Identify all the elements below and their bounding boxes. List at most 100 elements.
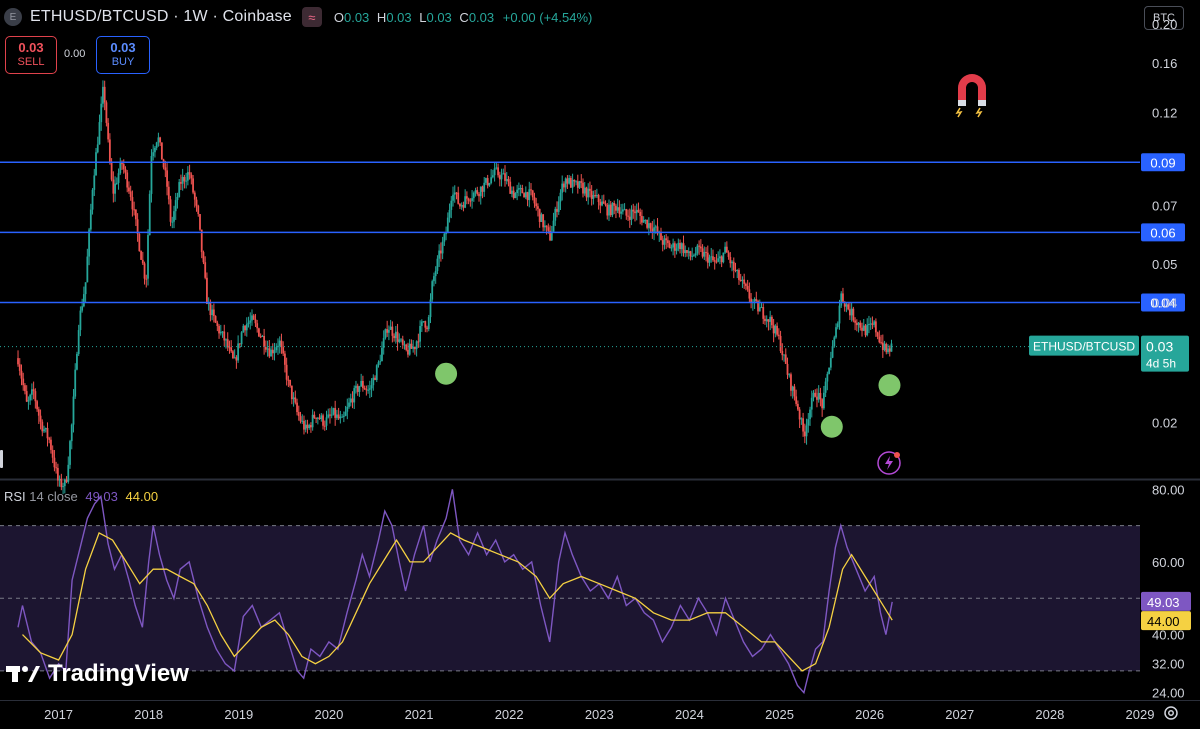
candle-body — [717, 258, 720, 262]
candle-body — [580, 181, 583, 183]
candle-body — [843, 301, 846, 307]
magnet-icon — [955, 74, 986, 118]
candle-body — [103, 86, 106, 103]
candle-body — [386, 329, 389, 333]
candle-body — [287, 379, 290, 381]
gear-icon[interactable] — [1162, 704, 1180, 722]
candle-body — [817, 392, 820, 400]
candle-body — [871, 323, 874, 325]
candle-body — [434, 270, 437, 277]
candle-body — [412, 346, 415, 349]
candle-body — [874, 321, 877, 333]
candle-body — [524, 192, 527, 198]
candle-body — [753, 299, 756, 302]
candle-body — [211, 309, 214, 316]
candle-body — [615, 205, 617, 211]
candle-body — [330, 414, 333, 416]
candle-body — [294, 397, 297, 403]
candle-body — [719, 256, 721, 259]
candle-body — [864, 325, 867, 336]
candle-body — [876, 332, 879, 337]
candle-body — [771, 316, 773, 326]
candle-body — [578, 181, 581, 188]
candle-body — [107, 122, 110, 140]
time-axis-tick-4: 2021 — [405, 707, 434, 722]
candle-body — [271, 349, 274, 354]
candle-body — [781, 351, 784, 356]
candle-body — [264, 346, 267, 350]
candle-body — [91, 189, 94, 210]
candle-body — [663, 238, 666, 245]
candle-body — [866, 324, 869, 336]
candle-body — [485, 178, 487, 183]
candle-body — [209, 302, 212, 316]
candle-body — [887, 348, 889, 353]
currency-button[interactable]: BTC — [1144, 6, 1184, 30]
candle-body — [413, 346, 416, 350]
candle-body — [670, 247, 673, 249]
rsi-legend[interactable]: RSI 14 close 49.03 44.00 — [4, 489, 158, 504]
candle-body — [500, 174, 503, 180]
candle-body — [150, 156, 153, 194]
candle-body — [100, 103, 103, 123]
candle-body — [77, 330, 80, 354]
candle-body — [727, 252, 730, 257]
candle-body — [192, 178, 194, 193]
candle-body — [809, 409, 811, 420]
candle-body — [746, 285, 749, 290]
candle-body — [221, 331, 224, 333]
candle-body — [398, 339, 401, 342]
candle-body — [431, 281, 434, 300]
pane-scroll-handle — [0, 450, 3, 468]
candle-body — [847, 304, 850, 310]
candle-body — [824, 381, 827, 393]
time-axis-tick-11: 2028 — [1035, 707, 1064, 722]
candle-body — [476, 190, 479, 195]
candle-body — [382, 338, 385, 348]
candle-body — [379, 361, 382, 363]
candle-body — [197, 205, 200, 215]
candle-body — [88, 229, 90, 257]
candle-body — [58, 478, 61, 481]
candle-body — [822, 392, 825, 409]
candle-body — [708, 257, 711, 263]
candle-body — [777, 334, 780, 336]
rsi-ma-badge: 44.00 — [1147, 614, 1180, 629]
candle-body — [861, 327, 863, 331]
candle-body — [888, 348, 891, 352]
buy-button[interactable]: 0.03 BUY — [96, 36, 150, 74]
candle-body — [129, 191, 132, 198]
candle-body — [145, 278, 148, 280]
candle-body — [628, 216, 631, 220]
rsi-axis-tick-0: 80.00 — [1152, 482, 1185, 497]
candle-body — [296, 402, 298, 413]
candle-body — [772, 325, 775, 334]
candle-body — [854, 320, 856, 323]
candle-body — [701, 248, 704, 257]
candle-body — [710, 256, 713, 258]
tradingview-logo[interactable]: TradingView — [6, 660, 189, 688]
candle-body — [282, 347, 285, 354]
candle-body — [126, 172, 129, 188]
rsi-axis-tick-1: 60.00 — [1152, 555, 1185, 570]
candle-body — [635, 209, 638, 214]
candle-body — [223, 331, 226, 341]
symbol-title[interactable]: ETHUSD/BTCUSD · 1W · Coinbase — [30, 8, 292, 25]
candle-body — [387, 329, 390, 333]
candle-body — [790, 374, 792, 391]
candle-body — [611, 202, 614, 216]
candle-body — [297, 412, 300, 417]
candle-body — [138, 233, 141, 252]
candle-body — [625, 209, 628, 216]
sell-button[interactable]: 0.03 SELL — [5, 36, 57, 74]
candle-body — [597, 195, 600, 203]
rsi-legend-value: 49.03 — [85, 489, 118, 504]
candle-body — [547, 227, 550, 231]
candle-body — [74, 369, 77, 397]
wave-icon[interactable]: ≈ — [301, 7, 322, 27]
candle-body — [266, 348, 269, 350]
candle-body — [273, 350, 276, 354]
candle-body — [252, 315, 255, 320]
candle-body — [190, 174, 193, 179]
